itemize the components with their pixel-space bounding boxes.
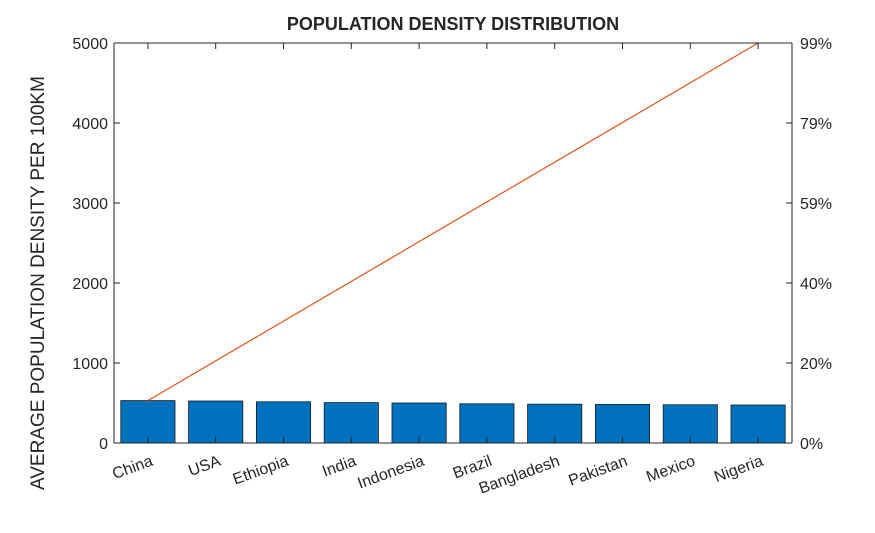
y2-tick-label: 40% [800,276,832,293]
y-axis-label: AVERAGE POPULATION DENSITY PER 100KM [28,76,49,490]
bar-ethiopia [255,401,312,444]
x-tick-label: India [320,453,359,481]
bar-india [323,402,379,444]
cumulative-line [147,42,759,402]
bar-usa [188,400,244,444]
bar-brazil [459,403,515,444]
y2-tick-label: 79% [800,116,832,133]
y2-tick-label: 0% [800,436,823,453]
y-tick-label: 1000 [72,356,108,373]
x-tick-label: Mexico [644,453,698,486]
x-tick-label: Ethiopia [231,453,291,489]
y-tick-label: 0 [99,436,108,453]
left-y-ticks: 0 1000 2000 3000 4000 5000 [72,36,120,453]
y2-tick-label: 20% [800,356,832,373]
y2-tick-label: 59% [800,196,832,213]
y-tick-label: 4000 [72,116,108,133]
y-tick-label: 5000 [72,36,108,53]
y-tick-label: 3000 [72,196,108,213]
bar-nigeria [730,404,786,444]
bar-pakistan [594,404,651,444]
bar-indonesia [391,402,447,444]
chart-title: POPULATION DENSITY DISTRIBUTION [287,14,619,34]
y-tick-label: 2000 [72,276,108,293]
right-y-ticks: 0% 20% 40% 59% 79% 99% [786,36,832,453]
axes-group [113,42,793,444]
x-tick-label: Nigeria [712,453,766,486]
bar-china [120,400,176,444]
cumulative-line-group [147,42,759,402]
y2-tick-label: 99% [800,36,832,53]
bars-group [120,400,786,444]
bar-bangladesh [527,403,583,444]
x-tick-label: Pakistan [566,453,629,490]
x-tick-label: Indonesia [355,453,426,493]
x-tick-label: USA [186,453,223,480]
x-tick-label: China [110,453,155,483]
